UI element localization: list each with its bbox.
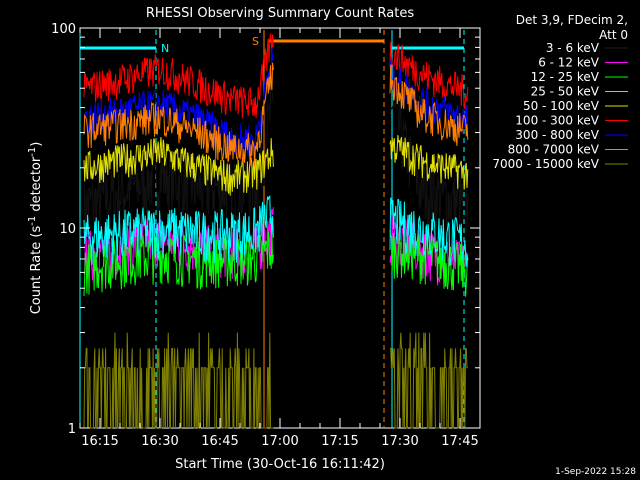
footer-date: 1-Sep-2022 15:28 xyxy=(555,467,636,477)
x-tick-label-6: 17:45 xyxy=(441,434,478,449)
legend-label-3: 25 - 50 keV xyxy=(531,85,600,99)
series-trace-7-0 xyxy=(83,62,274,167)
series-trace-0-0 xyxy=(83,85,274,247)
legend-header-line1: Det 3,9, FDecim 2, xyxy=(516,13,628,27)
series-trace-1-1 xyxy=(389,215,469,286)
night-label: N xyxy=(161,42,169,55)
series-100-300-kev xyxy=(83,33,469,119)
series-trace-8-0 xyxy=(83,332,274,429)
series-trace-8-1 xyxy=(390,332,468,429)
legend-label-6: 300 - 800 keV xyxy=(515,128,599,142)
legend-header-line2: Att 0 xyxy=(599,28,628,42)
series-trace-3-1 xyxy=(389,197,469,267)
series-7000-15000-kev xyxy=(83,332,468,429)
chart-title: RHESSI Observing Summary Count Rates xyxy=(146,6,415,21)
legend-label-1: 6 - 12 keV xyxy=(538,56,600,70)
legend-label-2: 12 - 25 keV xyxy=(531,70,600,84)
series-layer xyxy=(83,33,469,429)
y-tick-label-2: 100 xyxy=(51,22,76,37)
series-trace-5-1 xyxy=(389,41,469,110)
series-800-7000-kev xyxy=(83,62,469,167)
series-50-100-kev xyxy=(83,134,469,196)
legend-label-4: 50 - 100 keV xyxy=(523,99,600,113)
series-trace-5-0 xyxy=(83,33,274,119)
legend-label-7: 800 - 7000 keV xyxy=(508,143,600,157)
series-25-50-kev xyxy=(83,195,469,267)
x-tick-label-3: 17:00 xyxy=(261,434,298,449)
series-trace-4-1 xyxy=(389,134,469,190)
x-tick-label-5: 17:30 xyxy=(381,434,418,449)
x-tick-label-1: 16:30 xyxy=(141,434,178,449)
series-trace-4-0 xyxy=(83,137,274,196)
legend-label-5: 100 - 300 keV xyxy=(515,114,599,128)
series-trace-3-0 xyxy=(83,195,274,265)
y-tick-label-1: 10 xyxy=(59,222,76,237)
x-tick-label-4: 17:15 xyxy=(321,434,358,449)
x-axis-label: Start Time (30-Oct-16 16:11:42) xyxy=(175,457,385,472)
y-axis-label: Count Rate (s-1 detector-1) xyxy=(27,142,45,315)
legend-label-0: 3 - 6 keV xyxy=(546,41,600,55)
x-tick-label-2: 16:45 xyxy=(201,434,238,449)
legend-label-8: 7000 - 15000 keV xyxy=(492,157,599,171)
series-trace-7-1 xyxy=(389,64,469,147)
saa-label: S xyxy=(252,35,259,48)
y-tick-label-0: 1 xyxy=(68,422,76,437)
axes-layer: 1 10 100 16:15 16:30 16:45 17:00 17:15 17:30 17:4… xyxy=(51,22,481,449)
x-tick-label-0: 16:15 xyxy=(81,434,118,449)
